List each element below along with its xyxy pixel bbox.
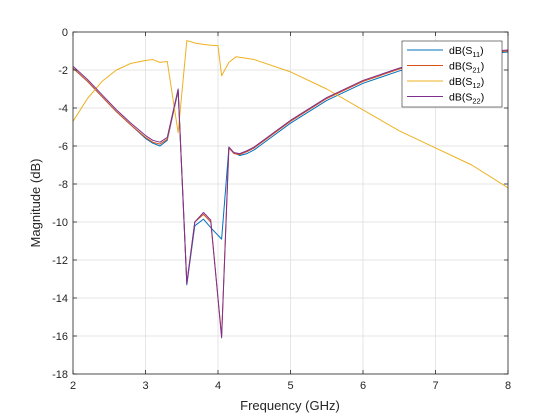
legend-label-21: dB(S21) [449,61,484,75]
legend-label-12: dB(S12) [449,76,484,90]
y-axis-label: Magnitude (dB) [28,159,43,248]
x-tick-label: 2 [70,380,76,392]
tick-marks [72,31,509,375]
x-tick-label: 7 [432,380,438,392]
y-tick-label: -10 [52,217,68,229]
y-tick-label: -4 [58,103,68,115]
y-tick-label: -12 [52,255,68,267]
x-tick-label: 8 [505,380,511,392]
legend: dB(S11) dB(S21)dB(S12) dB(S22) [401,40,503,108]
series-line-22 [72,49,509,339]
series-lines [72,40,509,339]
y-tick-label: 0 [62,27,68,39]
x-tick-label: 3 [142,380,148,392]
y-tick-label: -2 [58,65,68,77]
y-tick-label: -18 [52,369,68,381]
y-tick-label: -8 [58,179,68,191]
legend-label-22: dB(S22) [449,92,484,106]
x-axis-label: Frequency (GHz) [240,398,340,413]
y-tick-label: -6 [58,141,68,153]
x-tick-label: 6 [360,380,366,392]
y-tick-label: -16 [52,331,68,343]
y-tick-label: -14 [52,293,68,305]
series-line-12 [72,40,509,189]
x-tick-label: 5 [287,380,293,392]
tick-labels: 2 3 4 5 6 7 8 0 -2 -4 -6 -8 -10 -12 -14 -16 -18 [52,27,511,392]
legend-label-11: dB(S11) [449,45,484,59]
x-tick-label: 4 [215,380,221,392]
